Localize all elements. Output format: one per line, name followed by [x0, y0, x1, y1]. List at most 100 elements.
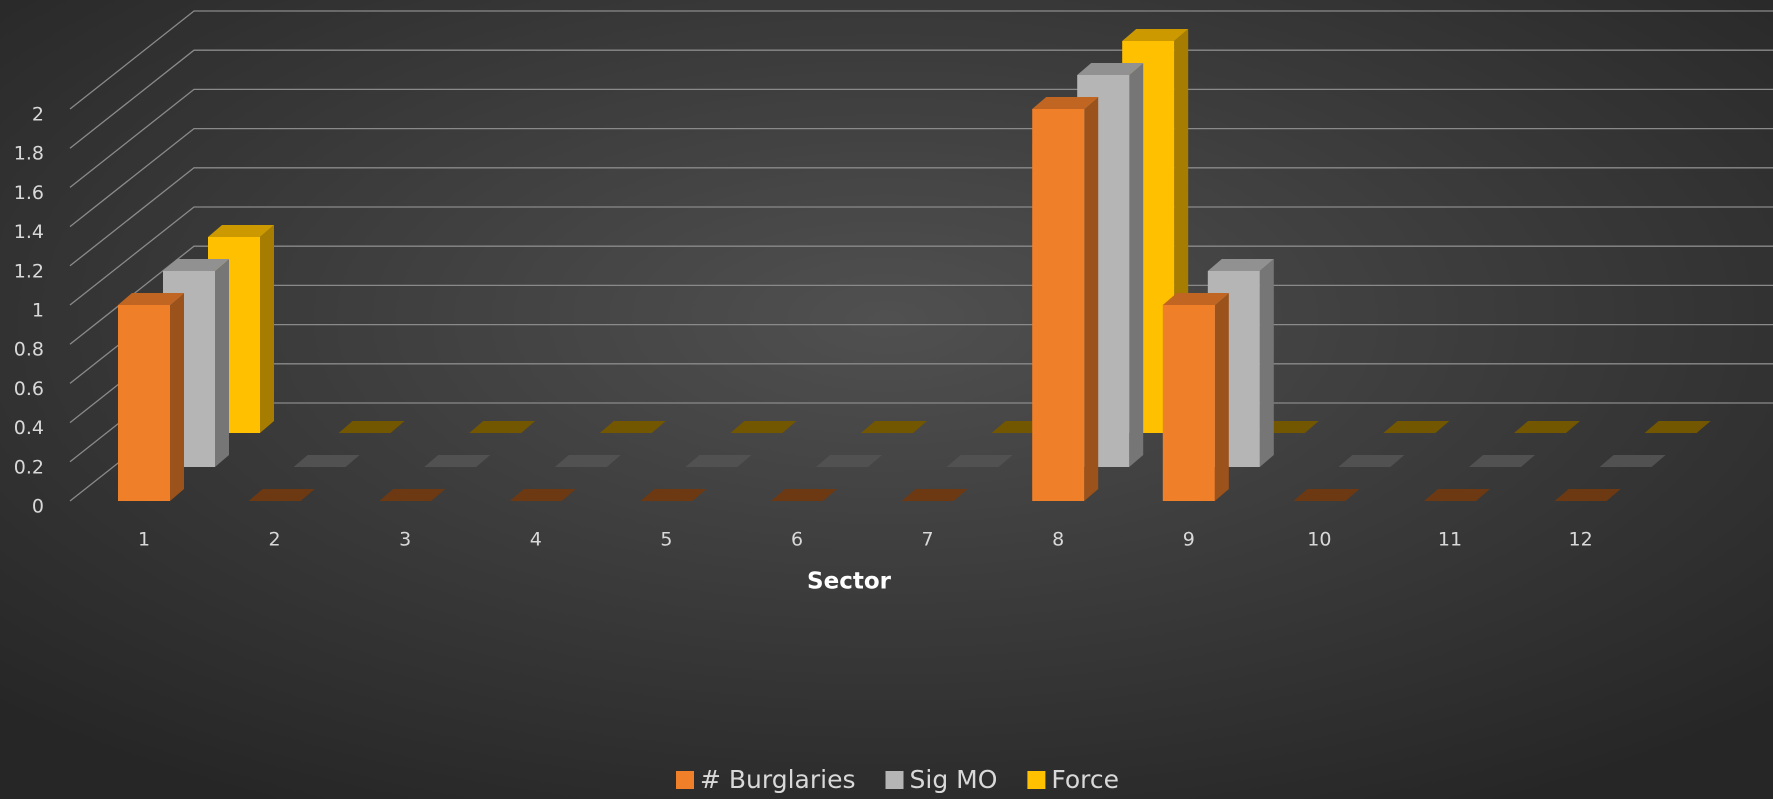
x-tick-label: 2	[269, 529, 281, 551]
x-axis-title: Sector	[807, 569, 892, 595]
grid-line	[69, 245, 1773, 345]
bar-top	[1383, 421, 1450, 433]
bar	[424, 455, 491, 467]
grid-line	[69, 167, 1773, 267]
bar-top	[730, 421, 797, 433]
bar	[599, 421, 666, 433]
bar-top	[118, 293, 184, 305]
bar-front	[1162, 305, 1215, 501]
bar	[1383, 421, 1450, 433]
bar-side	[1084, 97, 1099, 501]
bar-top	[861, 421, 927, 433]
bar	[1514, 421, 1580, 433]
bar-side	[1214, 293, 1229, 501]
bar-top	[208, 225, 274, 237]
bar-top	[1644, 421, 1711, 433]
bar-top	[1122, 29, 1189, 41]
bar-top	[1032, 97, 1099, 109]
grid-line	[69, 127, 1773, 228]
y-tick-label: 0.2	[14, 456, 44, 478]
bar	[338, 421, 405, 433]
grid-line	[69, 10, 1773, 110]
bar	[1599, 455, 1666, 467]
bar	[1424, 489, 1490, 501]
legend-label: Sig MO	[910, 765, 998, 794]
bar-top	[1514, 421, 1580, 433]
y-tick-label: 1.4	[14, 221, 44, 243]
bar	[379, 489, 446, 501]
x-tick-label: 11	[1438, 529, 1462, 551]
bar-side	[1259, 259, 1274, 467]
bar	[901, 489, 968, 501]
y-tick-label: 1.8	[14, 143, 44, 165]
bar	[861, 421, 927, 433]
bar-side	[1129, 63, 1144, 467]
bar-top	[1338, 455, 1405, 467]
y-tick-label: 0.6	[14, 378, 44, 400]
bar-top	[1599, 455, 1666, 467]
bar-top	[1207, 259, 1274, 271]
bar	[1032, 97, 1099, 501]
legend-swatch	[676, 771, 694, 789]
bar	[946, 455, 1013, 467]
bar-top	[1554, 489, 1621, 501]
bar-top	[379, 489, 446, 501]
bar-top	[946, 455, 1013, 467]
y-tick-label: 1	[32, 300, 44, 322]
y-tick-label: 1.6	[14, 182, 44, 204]
bar-front	[118, 305, 170, 501]
x-tick-label: 7	[922, 529, 934, 551]
grid-line	[69, 88, 1773, 188]
bar-top	[685, 455, 752, 467]
bar	[730, 421, 797, 433]
bar-top	[338, 421, 405, 433]
bar-top	[1469, 455, 1535, 467]
x-tick-label: 4	[530, 529, 542, 551]
bar	[1162, 293, 1229, 501]
bar	[816, 455, 882, 467]
bar-top	[163, 259, 229, 271]
x-tick-label: 10	[1307, 529, 1331, 551]
bar-side	[215, 259, 229, 467]
bar	[554, 455, 621, 467]
bar	[509, 489, 576, 501]
bar-front	[1032, 109, 1085, 501]
bar-side	[260, 225, 274, 433]
x-tick-label: 6	[791, 529, 803, 551]
x-tick-label: 12	[1569, 529, 1593, 551]
bar-top	[424, 455, 491, 467]
bar-top	[901, 489, 968, 501]
bar-top	[771, 489, 837, 501]
legend-swatch	[885, 771, 904, 789]
x-tick-label: 8	[1052, 529, 1064, 551]
bar	[1644, 421, 1711, 433]
bar-top	[469, 421, 536, 433]
legend-label: # Burglaries	[700, 765, 856, 794]
bar	[248, 489, 315, 501]
x-tick-label: 9	[1183, 529, 1195, 551]
bar-top	[1162, 293, 1229, 305]
bar-top	[1424, 489, 1490, 501]
bar	[685, 455, 752, 467]
bar	[1469, 455, 1535, 467]
bar-top	[248, 489, 315, 501]
bar	[293, 455, 360, 467]
bar	[1554, 489, 1621, 501]
bar	[1338, 455, 1405, 467]
y-tick-label: 2	[32, 104, 44, 126]
bar	[1293, 489, 1360, 501]
bar-top	[554, 455, 621, 467]
legend-swatch	[1027, 771, 1046, 789]
bar-top	[1077, 63, 1144, 75]
grid-line	[69, 49, 1773, 149]
grid-line	[69, 206, 1773, 306]
bar-top	[599, 421, 666, 433]
y-tick-label: 1.2	[14, 260, 44, 282]
y-tick-label: 0.8	[14, 339, 44, 361]
bar	[640, 489, 707, 501]
bar	[469, 421, 536, 433]
bar	[118, 293, 184, 501]
bar-top	[509, 489, 576, 501]
